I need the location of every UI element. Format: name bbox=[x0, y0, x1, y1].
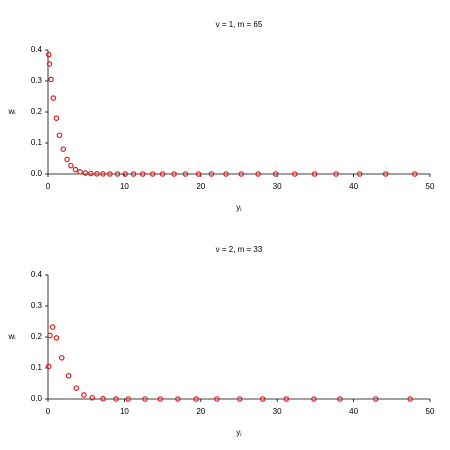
data-point bbox=[114, 171, 121, 177]
x-tick-label: 0 bbox=[46, 407, 51, 416]
data-point bbox=[159, 171, 166, 177]
x-tick-label: 30 bbox=[273, 407, 282, 416]
data-point bbox=[47, 332, 53, 339]
data-point bbox=[139, 171, 146, 177]
data-point bbox=[49, 324, 56, 330]
data-point bbox=[223, 171, 229, 177]
y-tick-label: 0.3 bbox=[31, 301, 43, 310]
data-point bbox=[56, 132, 63, 139]
data-point bbox=[130, 171, 137, 177]
data-point bbox=[113, 396, 119, 402]
data-point bbox=[50, 95, 57, 101]
data-point bbox=[68, 162, 74, 169]
y-axis-label: wᵢ bbox=[7, 107, 15, 116]
data-point bbox=[214, 396, 220, 402]
data-point bbox=[46, 61, 53, 67]
y-tick-label: 0.2 bbox=[31, 107, 43, 116]
x-tick-label: 10 bbox=[120, 407, 129, 416]
data-point bbox=[193, 396, 200, 402]
y-axis-label: wᵢ bbox=[7, 332, 15, 341]
x-tick-label: 10 bbox=[120, 182, 129, 191]
x-axis-label: yⱼ bbox=[236, 428, 241, 437]
chart-title: ν = 1, m = 65 bbox=[216, 20, 263, 29]
data-point bbox=[94, 171, 100, 177]
data-point bbox=[238, 171, 245, 177]
data-point bbox=[82, 170, 89, 176]
data-point bbox=[125, 396, 132, 402]
data-point bbox=[195, 171, 202, 177]
x-tick-label: 40 bbox=[349, 407, 358, 416]
data-point bbox=[64, 156, 70, 163]
x-axis-label: yⱼ bbox=[236, 203, 241, 212]
y-tick-label: 0.0 bbox=[31, 169, 43, 178]
data-point bbox=[107, 171, 113, 177]
y-tick-label: 0.4 bbox=[31, 45, 43, 54]
x-tick-label: 30 bbox=[273, 182, 282, 191]
data-point bbox=[175, 396, 181, 402]
data-point bbox=[311, 396, 317, 402]
y-tick-label: 0.4 bbox=[31, 270, 43, 279]
data-point bbox=[89, 394, 96, 401]
data-point bbox=[58, 354, 65, 361]
data-point bbox=[259, 396, 266, 402]
data-point bbox=[291, 171, 298, 177]
data-point bbox=[311, 171, 318, 177]
data-point bbox=[382, 171, 389, 177]
data-point bbox=[142, 396, 148, 402]
data-point bbox=[65, 372, 72, 379]
data-point bbox=[337, 396, 343, 402]
data-point bbox=[236, 396, 243, 402]
data-point bbox=[182, 171, 189, 177]
data-point bbox=[122, 171, 128, 177]
data-point bbox=[72, 166, 79, 173]
data-point bbox=[53, 335, 60, 341]
data-point bbox=[48, 76, 54, 83]
data-point bbox=[149, 171, 156, 177]
data-point bbox=[407, 396, 413, 402]
data-point bbox=[100, 171, 106, 177]
data-point bbox=[272, 171, 279, 177]
data-point bbox=[333, 171, 339, 177]
x-tick-label: 0 bbox=[46, 182, 51, 191]
data-point bbox=[73, 385, 80, 391]
y-tick-label: 0.1 bbox=[31, 138, 43, 147]
data-point bbox=[171, 171, 177, 177]
chart-title: ν = 2, m = 33 bbox=[216, 245, 263, 254]
data-point bbox=[255, 171, 261, 177]
x-tick-label: 50 bbox=[426, 407, 435, 416]
data-point bbox=[77, 169, 83, 175]
data-point bbox=[411, 171, 418, 177]
y-tick-label: 0.2 bbox=[31, 332, 43, 341]
data-point bbox=[356, 171, 363, 177]
data-point bbox=[208, 171, 215, 177]
x-tick-label: 20 bbox=[196, 182, 205, 191]
x-tick-label: 50 bbox=[426, 182, 435, 191]
data-point bbox=[81, 392, 87, 398]
data-point bbox=[53, 115, 60, 122]
data-point bbox=[283, 396, 290, 402]
data-point bbox=[157, 396, 164, 402]
data-point bbox=[87, 170, 94, 177]
data-point bbox=[100, 395, 106, 402]
data-point bbox=[45, 363, 52, 370]
x-tick-label: 40 bbox=[349, 182, 358, 191]
y-tick-label: 0.1 bbox=[31, 363, 43, 372]
y-tick-label: 0.3 bbox=[31, 76, 43, 85]
data-point bbox=[45, 51, 52, 58]
data-point bbox=[60, 146, 67, 153]
data-point bbox=[372, 396, 379, 402]
y-tick-label: 0.0 bbox=[31, 394, 43, 403]
x-tick-label: 20 bbox=[196, 407, 205, 416]
